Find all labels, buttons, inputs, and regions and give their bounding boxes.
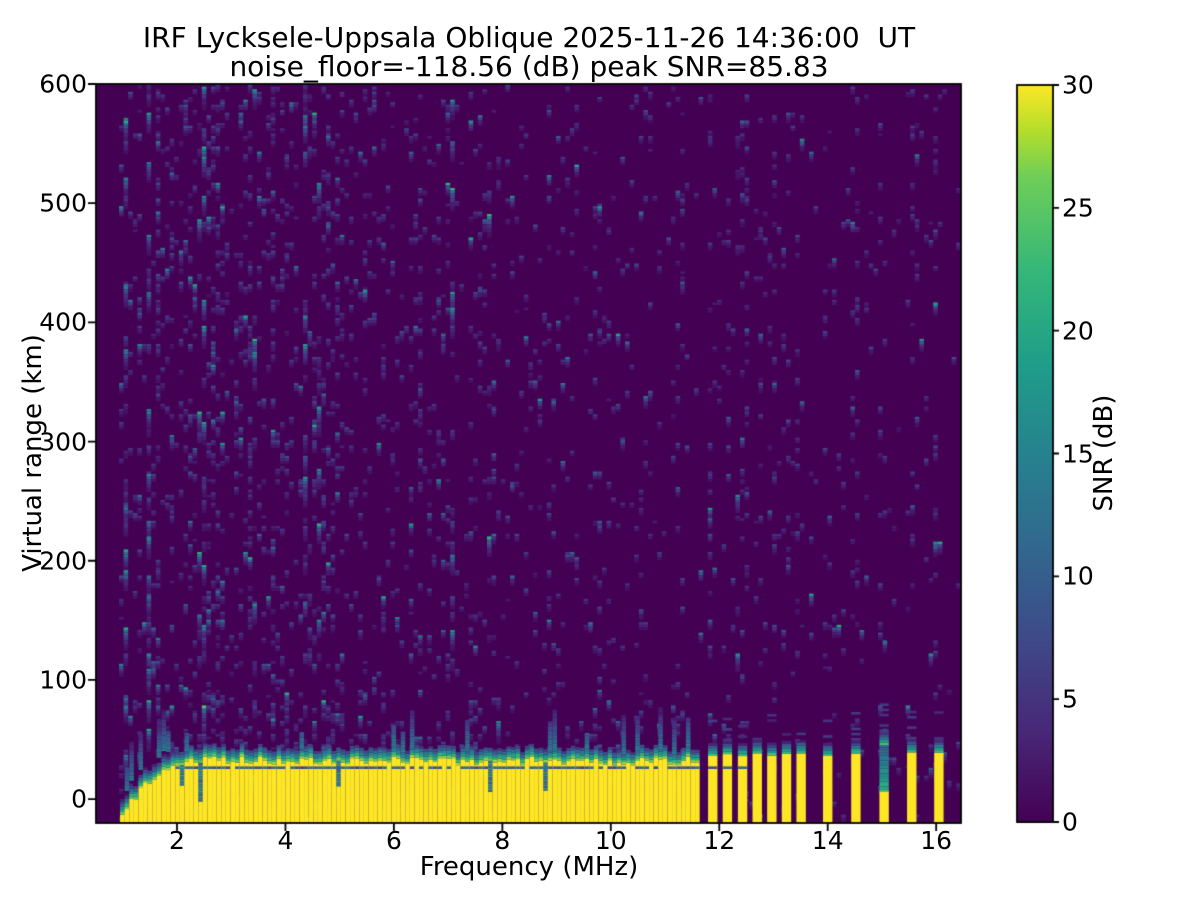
colorbar-tick-label: 5 (1062, 684, 1078, 714)
x-tick-label: 2 (169, 826, 185, 855)
colorbar-tick-label: 20 (1062, 316, 1094, 346)
colorbar-tick-label: 0 (1062, 807, 1078, 837)
y-tick-label: 200 (39, 546, 87, 576)
colorbar-tick-label: 10 (1062, 561, 1094, 591)
x-tick-label: 10 (594, 826, 627, 855)
chart-title-line2: noise_floor=-118.56 (dB) peak SNR=85.83 (229, 50, 829, 83)
y-tick-label: 400 (39, 307, 87, 337)
colorbar-tick-label: 30 (1062, 70, 1094, 100)
colorbar-tick-label: 25 (1062, 193, 1094, 223)
colorbar-tick-label: 15 (1062, 439, 1094, 468)
x-axis-label: Frequency (MHz) (419, 852, 639, 882)
x-tick-label: 4 (277, 826, 294, 855)
y-tick-label: 300 (39, 427, 87, 457)
chart-title-line1: IRF Lycksele-Uppsala Oblique 2025-11-26 … (142, 21, 916, 54)
y-tick-label: 600 (39, 69, 87, 99)
x-tick-label: 6 (385, 826, 402, 855)
y-tick-label: 0 (71, 784, 87, 814)
y-tick-label: 500 (39, 188, 87, 218)
y-tick-label: 100 (39, 665, 87, 695)
x-tick-label: 8 (494, 826, 511, 855)
x-tick-label: 12 (703, 826, 736, 855)
x-tick-label: 16 (920, 826, 953, 855)
x-tick-label: 14 (811, 826, 844, 855)
